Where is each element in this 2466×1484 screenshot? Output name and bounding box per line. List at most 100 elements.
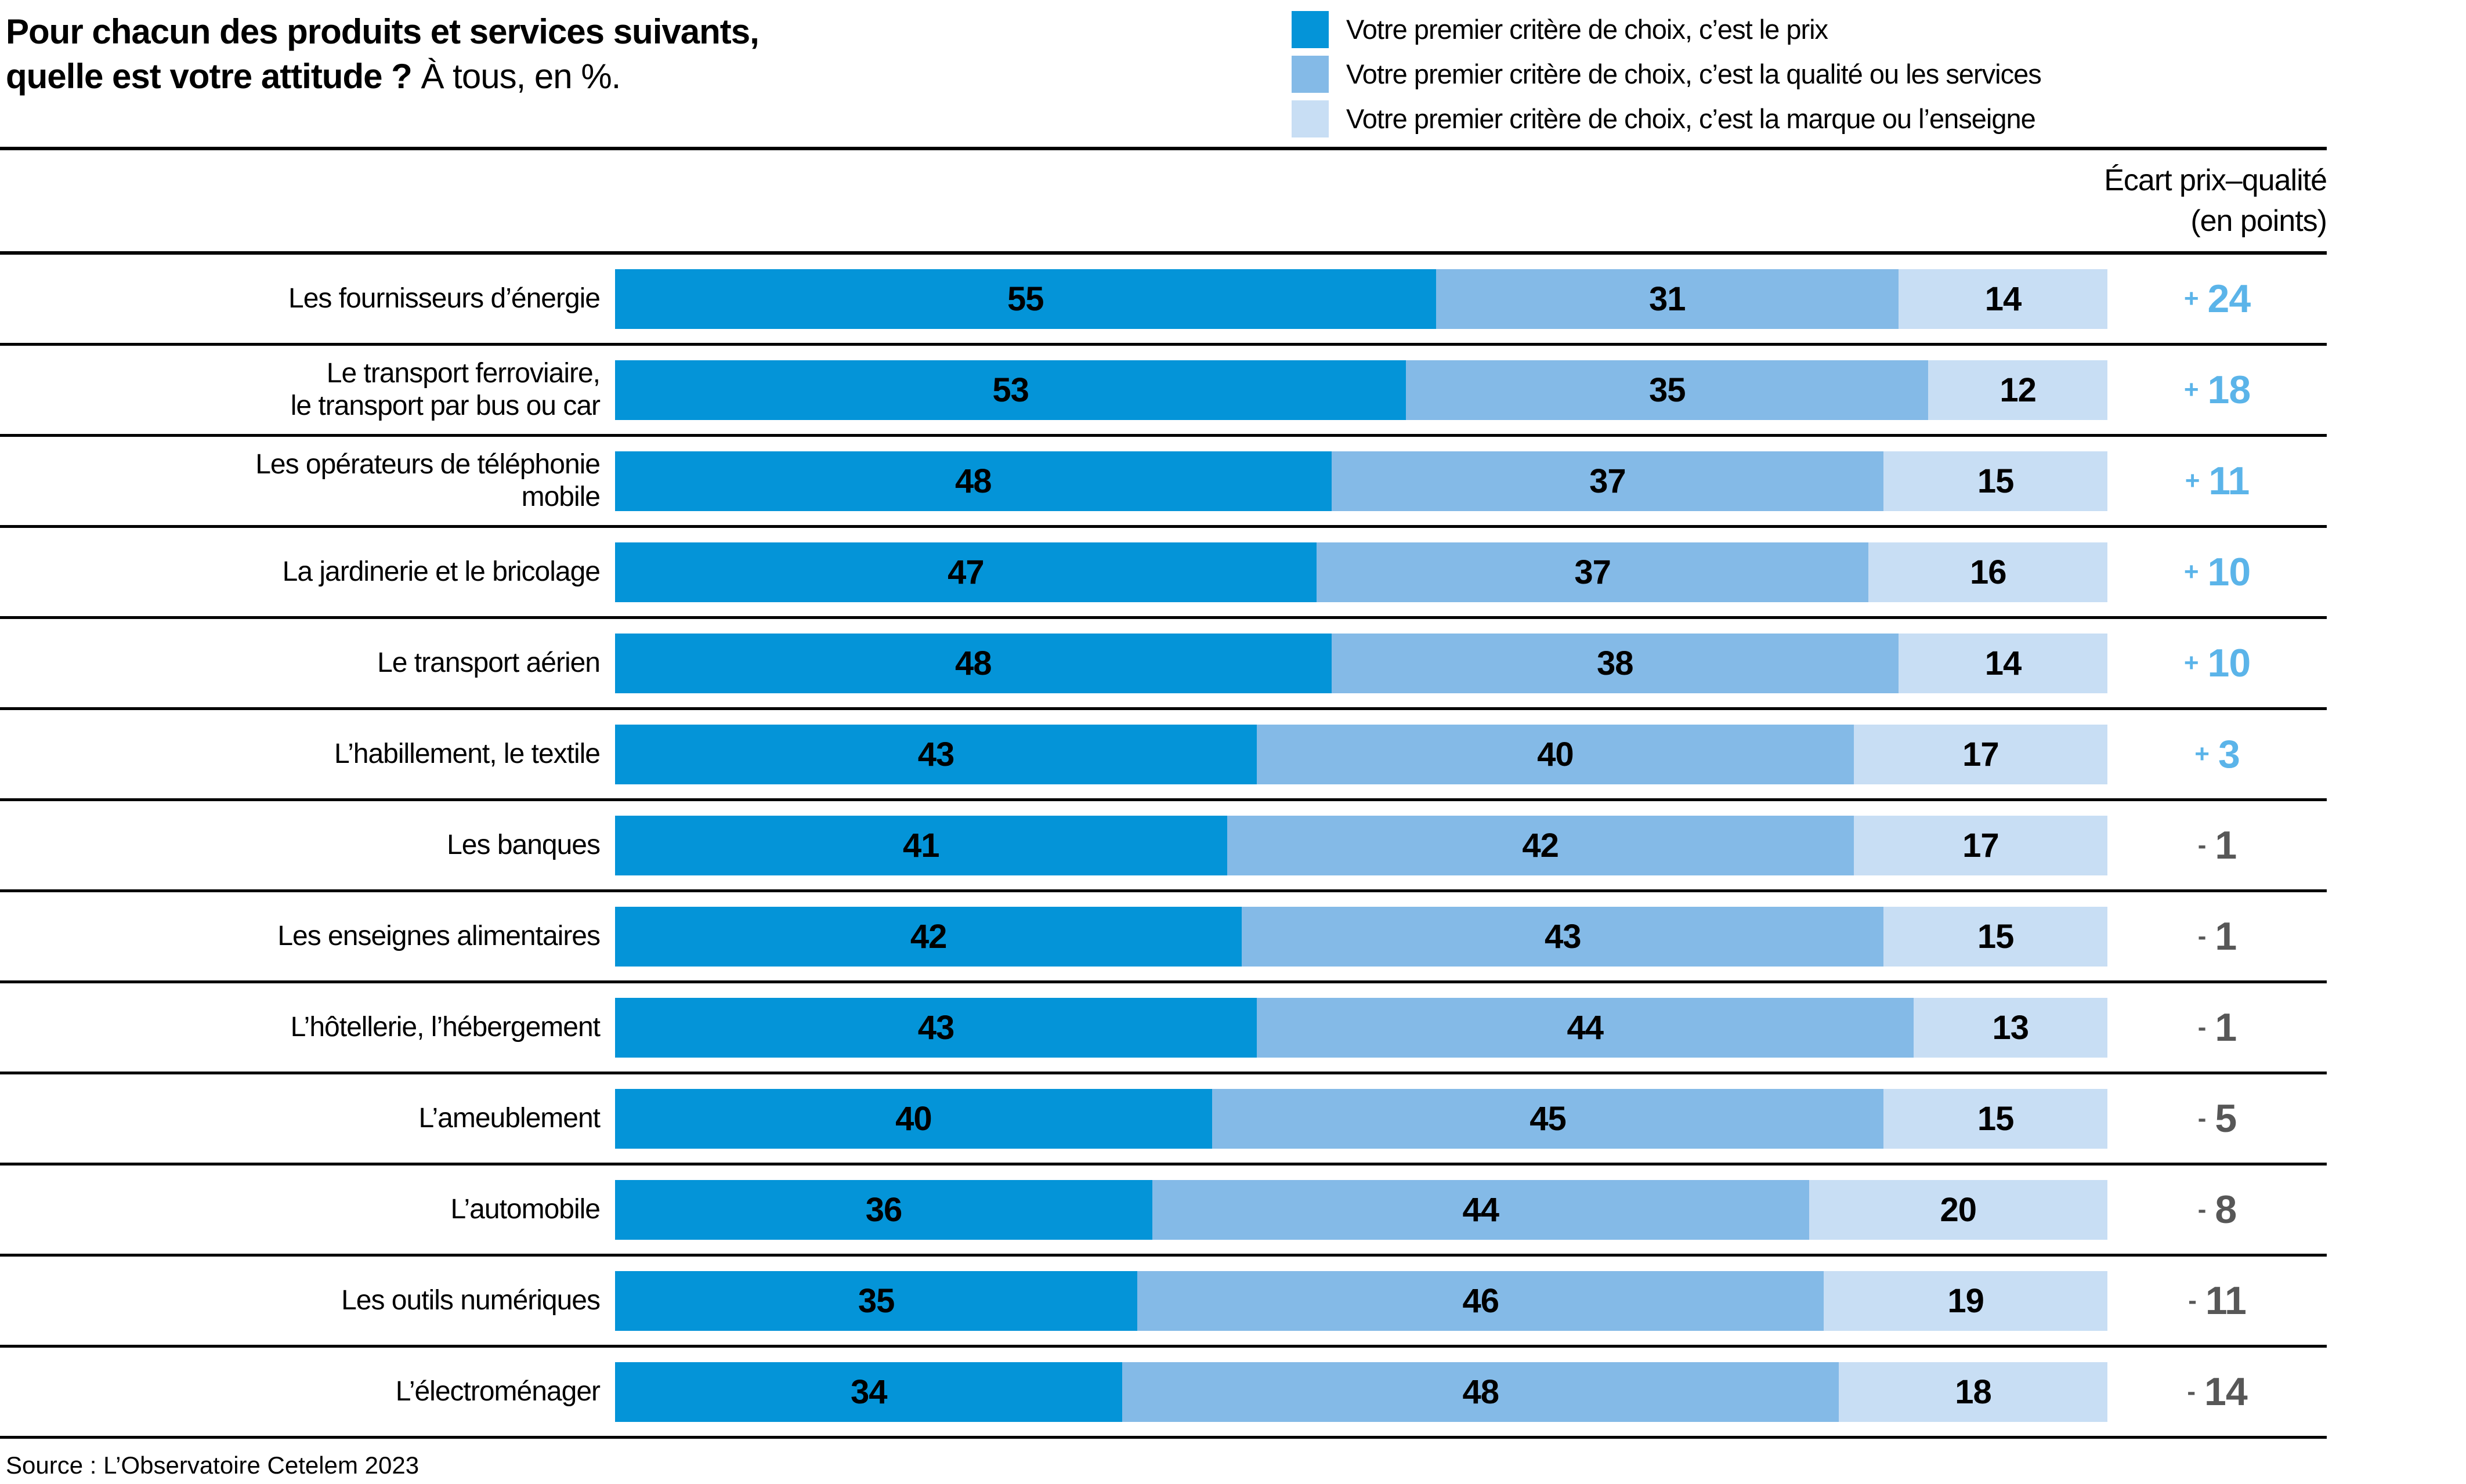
bar-value: 15 xyxy=(1977,462,2015,500)
ecart-number: 10 xyxy=(2207,641,2251,685)
ecart-header-line-2: (en points) xyxy=(2190,204,2327,238)
table-row: Le transport ferroviaire, le transport p… xyxy=(0,346,2327,437)
ecart-cell: - 8 xyxy=(2107,1166,2327,1254)
title-line-2: quelle est votre attitude ? À tous, en %… xyxy=(6,54,759,99)
bar-value: 44 xyxy=(1567,1008,1604,1047)
bar-value: 35 xyxy=(1648,371,1686,409)
table-row: Le transport aérien 48 38 14 + 10 xyxy=(0,619,2327,710)
ecart-cell: + 24 xyxy=(2107,255,2327,343)
bar-segment-marque: 13 xyxy=(1913,997,2107,1058)
bar-segment-prix: 40 xyxy=(615,1088,1212,1149)
bar-value: 12 xyxy=(1999,371,2037,409)
bar-value: 37 xyxy=(1574,553,1611,591)
bar-segment-prix: 48 xyxy=(615,633,1332,693)
bar-segment-qualite: 46 xyxy=(1137,1271,1824,1331)
ecart-cell: - 14 xyxy=(2107,1348,2327,1436)
ecart-sign: - xyxy=(2197,1195,2207,1224)
stacked-bar: 55 31 14 xyxy=(615,269,2107,329)
ecart-value: + 24 xyxy=(2183,276,2251,321)
ecart-number: 10 xyxy=(2207,550,2251,594)
stacked-bar: 34 48 18 xyxy=(615,1362,2107,1422)
title-line-1: Pour chacun des produits et services sui… xyxy=(6,12,760,51)
ecart-number: 18 xyxy=(2207,368,2251,412)
rows: Les fournisseurs d’énergie 55 31 14 + 24 xyxy=(0,255,2327,1439)
bar-value: 19 xyxy=(1947,1282,1984,1320)
bar-segment-qualite: 38 xyxy=(1331,633,1899,693)
bar-segment-qualite: 40 xyxy=(1256,724,1854,784)
ecart-value: + 18 xyxy=(2184,367,2251,412)
bar-segment-qualite: 31 xyxy=(1436,269,1899,329)
ecart-cell: - 1 xyxy=(2107,801,2327,889)
ecart-number: 5 xyxy=(2215,1096,2237,1141)
bar-segment-qualite: 37 xyxy=(1331,451,1884,511)
title-question: quelle est votre attitude ? xyxy=(6,57,413,96)
ecart-value: - 11 xyxy=(2188,1278,2247,1323)
table-row: La jardinerie et le bricolage 47 37 16 +… xyxy=(0,528,2327,619)
row-label: L’ameublement xyxy=(418,1103,601,1134)
bar-value: 40 xyxy=(1537,735,1574,773)
bar-value: 45 xyxy=(1530,1099,1567,1138)
ecart-sign: - xyxy=(2197,1104,2207,1132)
ecart-column-header: Écart prix–qualité (en points) xyxy=(2104,160,2327,241)
bar-segment-qualite: 35 xyxy=(1406,360,1929,420)
ecart-cell: + 3 xyxy=(2107,710,2327,798)
bar-segment-marque: 18 xyxy=(1839,1362,2107,1422)
ecart-header-underline xyxy=(0,251,2327,255)
bar-cell: 43 40 17 xyxy=(615,710,2107,798)
bar-segment-prix: 53 xyxy=(615,360,1406,420)
row-label: Le transport aérien xyxy=(377,647,601,678)
bar-value: 14 xyxy=(1984,644,2022,682)
row-label: L’habillement, le textile xyxy=(334,739,601,769)
bar-cell: 48 38 14 xyxy=(615,619,2107,707)
ecart-number: 1 xyxy=(2215,823,2237,867)
bar-segment-qualite: 37 xyxy=(1316,542,1869,602)
title-subtitle: À tous, en %. xyxy=(411,57,621,96)
stacked-bar: 41 42 17 xyxy=(615,815,2107,875)
bar-value: 37 xyxy=(1589,462,1626,500)
ecart-number: 14 xyxy=(2204,1370,2248,1414)
bar-cell: 41 42 17 xyxy=(615,801,2107,889)
ecart-cell: - 11 xyxy=(2107,1257,2327,1345)
header-divider-line xyxy=(0,147,2327,150)
bar-value: 55 xyxy=(1007,280,1044,318)
table-row: L’ameublement 40 45 15 - 5 xyxy=(0,1074,2327,1166)
bar-cell: 55 31 14 xyxy=(615,255,2107,343)
bar-segment-prix: 41 xyxy=(615,815,1227,875)
page-title: Pour chacun des produits et services sui… xyxy=(6,9,760,99)
bar-segment-qualite: 44 xyxy=(1256,997,1914,1058)
bar-value: 42 xyxy=(1522,826,1559,864)
table-row: L’hôtellerie, l’hébergement 43 44 13 - 1 xyxy=(0,983,2327,1074)
ecart-sign: + xyxy=(2183,284,2199,313)
ecart-number: 11 xyxy=(2205,1279,2247,1323)
ecart-sign: - xyxy=(2188,1286,2197,1315)
bar-cell: 48 37 15 xyxy=(615,437,2107,525)
bar-value: 44 xyxy=(1462,1190,1499,1229)
ecart-sign: + xyxy=(2183,558,2199,586)
ecart-sign: - xyxy=(2197,1013,2207,1041)
bar-value: 47 xyxy=(948,553,985,591)
bar-value: 20 xyxy=(1940,1190,1977,1229)
bar-value: 13 xyxy=(1992,1008,2030,1047)
stacked-bar: 35 46 19 xyxy=(615,1271,2107,1331)
stacked-bar: 48 37 15 xyxy=(615,451,2107,511)
ecart-header-line-1: Écart prix–qualité xyxy=(2104,164,2327,197)
bar-value: 17 xyxy=(1962,735,1999,773)
bar-segment-prix: 36 xyxy=(615,1179,1152,1240)
bar-segment-prix: 43 xyxy=(615,997,1257,1058)
ecart-sign: + xyxy=(2183,649,2199,677)
ecart-value: + 10 xyxy=(2183,549,2251,595)
bar-value: 48 xyxy=(955,644,992,682)
bar-value: 40 xyxy=(895,1099,932,1138)
ecart-cell: - 1 xyxy=(2107,983,2327,1072)
bar-segment-marque: 17 xyxy=(1853,815,2107,875)
table-row: Les opérateurs de téléphonie mobile 48 3… xyxy=(0,437,2327,528)
row-label: L’automobile xyxy=(450,1194,601,1225)
legend-swatch xyxy=(1292,100,1329,137)
ecart-cell: + 10 xyxy=(2107,619,2327,707)
bar-value: 46 xyxy=(1462,1282,1499,1320)
bar-value: 38 xyxy=(1596,644,1634,682)
ecart-number: 1 xyxy=(2215,1005,2237,1049)
bar-cell: 53 35 12 xyxy=(615,346,2107,434)
bar-value: 48 xyxy=(955,462,992,500)
